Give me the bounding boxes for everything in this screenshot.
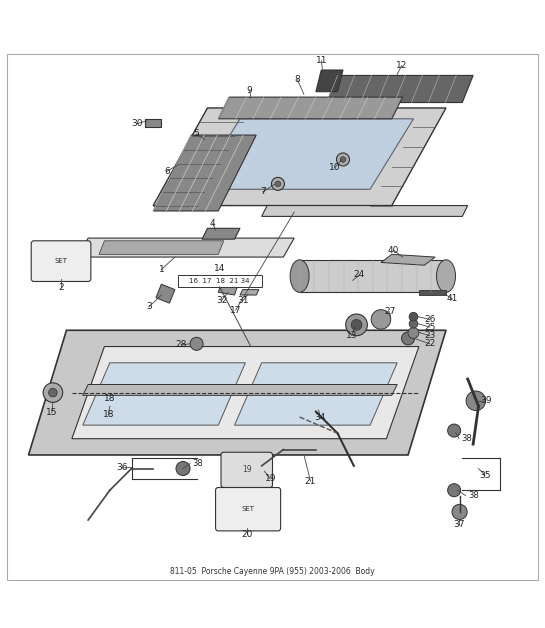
Text: 31: 31	[238, 296, 249, 305]
Text: 37: 37	[453, 521, 465, 529]
Text: 27: 27	[384, 307, 395, 317]
Text: 38: 38	[193, 459, 203, 468]
Polygon shape	[202, 229, 240, 239]
Text: 1: 1	[159, 265, 164, 274]
Circle shape	[43, 383, 63, 403]
Text: 10: 10	[329, 163, 341, 172]
Circle shape	[371, 310, 391, 329]
Text: 38: 38	[462, 434, 473, 443]
Polygon shape	[99, 241, 223, 254]
Polygon shape	[419, 290, 446, 295]
Text: 38: 38	[468, 491, 479, 500]
Text: 2: 2	[58, 283, 64, 292]
Polygon shape	[234, 363, 397, 425]
Circle shape	[271, 177, 284, 190]
Circle shape	[351, 320, 362, 330]
Text: 40: 40	[387, 246, 399, 254]
Polygon shape	[381, 254, 435, 265]
Text: 17: 17	[230, 306, 241, 315]
Text: 21: 21	[305, 477, 316, 485]
Ellipse shape	[437, 260, 456, 292]
Text: 22: 22	[424, 339, 435, 349]
Circle shape	[336, 153, 349, 166]
Text: 3: 3	[146, 303, 152, 311]
Circle shape	[176, 462, 190, 475]
Text: 36: 36	[116, 463, 128, 472]
Text: 18: 18	[104, 394, 116, 403]
Polygon shape	[219, 97, 403, 119]
Text: 16  17  18  21 34: 16 17 18 21 34	[189, 278, 250, 284]
Text: 18: 18	[102, 410, 114, 419]
Text: 26: 26	[424, 315, 435, 324]
Text: 32: 32	[216, 296, 227, 305]
Text: 4: 4	[210, 219, 216, 228]
Ellipse shape	[290, 260, 309, 292]
Text: 811-05  Porsche Cayenne 9PA (955) 2003-2006  Body: 811-05 Porsche Cayenne 9PA (955) 2003-20…	[170, 567, 375, 576]
Polygon shape	[145, 119, 161, 127]
Polygon shape	[262, 205, 468, 217]
Text: 15: 15	[46, 408, 58, 417]
Polygon shape	[72, 347, 419, 439]
Text: 6: 6	[164, 167, 169, 176]
Text: 19: 19	[242, 465, 252, 474]
Circle shape	[409, 312, 418, 321]
Polygon shape	[77, 238, 294, 257]
Text: 34: 34	[314, 413, 326, 421]
Text: 7: 7	[260, 188, 265, 197]
FancyBboxPatch shape	[221, 452, 272, 487]
Text: 25: 25	[424, 323, 435, 332]
Text: 30: 30	[131, 119, 143, 128]
Circle shape	[452, 504, 467, 519]
Text: 11: 11	[316, 57, 327, 65]
Circle shape	[409, 320, 418, 328]
Text: 41: 41	[447, 295, 458, 303]
FancyBboxPatch shape	[31, 241, 91, 281]
Text: 5: 5	[193, 129, 199, 139]
Circle shape	[466, 391, 486, 411]
Text: 9: 9	[247, 85, 252, 95]
Polygon shape	[326, 75, 473, 102]
Circle shape	[402, 332, 415, 345]
Text: 12: 12	[396, 61, 407, 70]
Polygon shape	[197, 119, 414, 189]
Circle shape	[447, 484, 461, 497]
Text: 19: 19	[264, 474, 276, 484]
Text: 35: 35	[479, 470, 491, 480]
Polygon shape	[300, 260, 446, 292]
Polygon shape	[83, 363, 245, 425]
Circle shape	[346, 314, 367, 336]
Text: 39: 39	[480, 396, 492, 405]
Text: SET: SET	[54, 258, 68, 264]
Text: 23: 23	[424, 331, 435, 340]
Circle shape	[340, 157, 346, 162]
Text: 14: 14	[214, 264, 225, 273]
Polygon shape	[219, 284, 237, 295]
Polygon shape	[240, 290, 259, 295]
Circle shape	[49, 388, 57, 397]
Polygon shape	[156, 284, 175, 303]
Circle shape	[408, 328, 419, 338]
Polygon shape	[28, 330, 446, 455]
Text: 20: 20	[241, 529, 253, 539]
Polygon shape	[153, 108, 446, 205]
Polygon shape	[153, 135, 256, 211]
Polygon shape	[316, 70, 343, 92]
Text: 8: 8	[294, 75, 300, 84]
Text: 24: 24	[354, 271, 365, 279]
FancyBboxPatch shape	[216, 487, 281, 531]
Polygon shape	[83, 384, 397, 396]
Text: 28: 28	[175, 340, 187, 349]
Circle shape	[275, 181, 281, 187]
Circle shape	[190, 337, 203, 350]
Text: 13: 13	[346, 331, 358, 340]
Text: SET: SET	[241, 506, 255, 512]
Bar	[178, 275, 262, 287]
Circle shape	[447, 424, 461, 437]
